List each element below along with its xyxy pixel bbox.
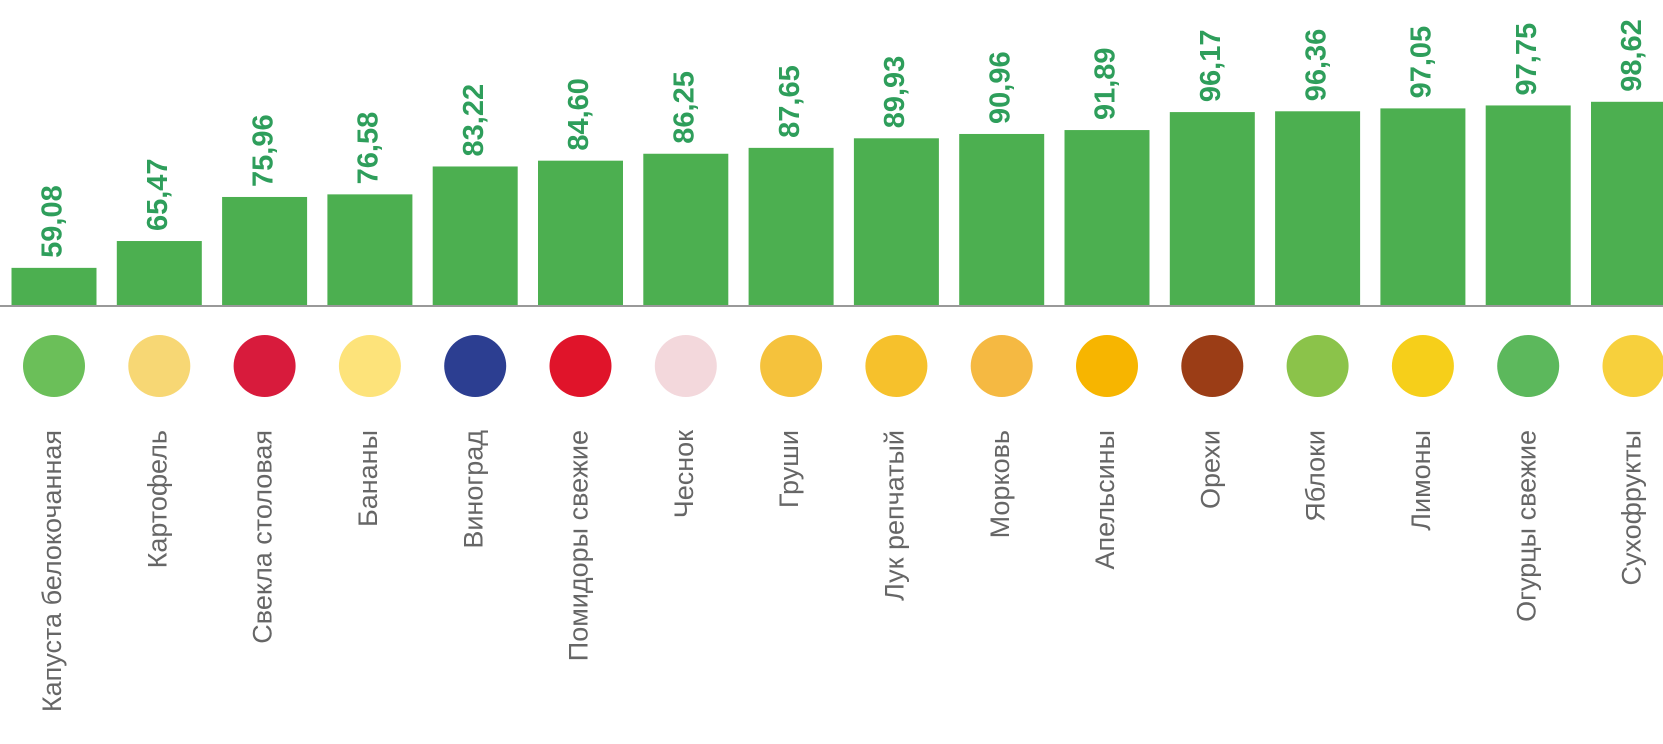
category-label: Капуста белокочанная: [37, 430, 67, 712]
bar: [222, 196, 308, 306]
product-icon: [1286, 335, 1349, 397]
category-label: Огурцы свежие: [1511, 430, 1541, 622]
value-label: 87,65: [774, 65, 806, 138]
product-icon: [128, 335, 191, 397]
product-icon: [233, 335, 296, 397]
bar: [1380, 108, 1466, 306]
bar: [643, 153, 729, 306]
value-label: 97,75: [1511, 23, 1543, 96]
category-label: Свекла столовая: [248, 430, 278, 644]
category-label: Чеснок: [669, 430, 699, 518]
value-label: 91,89: [1090, 47, 1122, 120]
bar: [853, 138, 939, 306]
product-icon: [1497, 335, 1560, 397]
category-label: Орехи: [1195, 430, 1225, 509]
product-icon: [338, 335, 401, 397]
bar: [748, 147, 834, 306]
product-icon: [970, 335, 1033, 397]
product-icon: [444, 335, 507, 397]
bar: [538, 160, 623, 306]
value-label: 89,93: [879, 56, 911, 129]
category-label: Лук репчатый: [880, 430, 910, 601]
product-icon: [865, 335, 928, 397]
bar: [959, 133, 1045, 306]
category-label: Морковь: [985, 430, 1015, 538]
value-label: 86,25: [668, 71, 700, 144]
bar: [11, 267, 97, 306]
value-label: 96,17: [1195, 30, 1227, 103]
product-icon: [654, 335, 717, 397]
product-icon: [760, 335, 823, 397]
value-label: 90,96: [984, 51, 1016, 124]
category-label: Груши: [774, 430, 804, 508]
product-icon: [1181, 335, 1244, 397]
category-label: Бананы: [353, 430, 383, 527]
product-icon: [1391, 335, 1454, 397]
value-label: 84,60: [563, 78, 595, 151]
category-label: Картофель: [142, 430, 172, 568]
bar: [1591, 101, 1663, 307]
category-label: Яблоки: [1301, 430, 1331, 522]
value-label: 76,58: [353, 112, 385, 185]
bar: [1485, 105, 1571, 306]
bar: [432, 166, 518, 306]
category-label: Апельсины: [1090, 430, 1120, 569]
value-label: 98,62: [1616, 19, 1648, 92]
product-icon: [23, 335, 85, 397]
value-label: 96,36: [1300, 29, 1332, 102]
product-icon: [1076, 335, 1138, 397]
category-label: Виноград: [458, 430, 488, 549]
product-icon: [1602, 335, 1663, 397]
bar: [1064, 130, 1150, 306]
product-icon: [549, 335, 612, 397]
value-label: 65,47: [142, 158, 174, 231]
value-label: 59,08: [37, 185, 69, 258]
value-label: 97,05: [1406, 26, 1438, 99]
category-label: Лимоны: [1406, 430, 1436, 531]
bar: [327, 194, 413, 306]
category-label: Помидоры свежие: [564, 430, 594, 661]
bar: [1169, 112, 1255, 306]
value-label: 83,22: [458, 84, 490, 157]
bar: [1275, 111, 1361, 307]
bar: [116, 241, 202, 306]
value-label: 75,96: [247, 114, 279, 187]
category-label: Сухофрукты: [1617, 430, 1647, 586]
